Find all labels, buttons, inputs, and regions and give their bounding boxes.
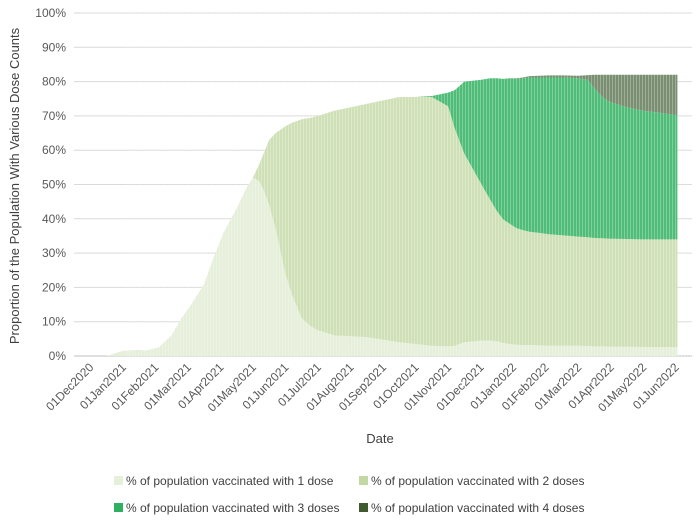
legend-swatch-3-doses [114, 503, 123, 512]
x-axis-title: Date [366, 431, 393, 446]
y-tick-label: 20% [42, 280, 66, 294]
y-axis-ticks: 0% 10% 20% 30% 40% 50% 60% 70% 80% 90% 100% [35, 6, 66, 363]
bar-texture-overlay [124, 10, 692, 360]
y-tick-label: 30% [42, 246, 66, 260]
y-tick-label: 80% [42, 75, 66, 89]
y-tick-label: 50% [42, 178, 66, 192]
y-axis-title: Proportion of the Population With Variou… [7, 27, 22, 344]
legend-label-3-doses: % of population vaccinated with 3 doses [126, 501, 339, 515]
legend-item-2-doses: % of population vaccinated with 2 doses [359, 474, 584, 488]
y-tick-label: 70% [42, 109, 66, 123]
legend-swatch-2-doses [359, 476, 368, 485]
legend-label-1-dose: % of population vaccinated with 1 dose [126, 474, 334, 488]
legend-swatch-1-dose [114, 476, 123, 485]
y-tick-label: 40% [42, 212, 66, 226]
y-tick-label: 0% [49, 349, 67, 363]
y-tick-label: 60% [42, 143, 66, 157]
legend-swatch-4-doses [359, 503, 368, 512]
y-tick-label: 100% [35, 6, 66, 20]
legend-item-1-dose: % of population vaccinated with 1 dose [114, 474, 334, 488]
legend-label-4-doses: % of population vaccinated with 4 doses [371, 501, 584, 515]
legend-label-2-doses: % of population vaccinated with 2 doses [371, 474, 584, 488]
legend-item-4-doses: % of population vaccinated with 4 doses [359, 501, 584, 515]
y-tick-label: 90% [42, 40, 66, 54]
x-axis-ticks: 01Dec202001Jan202101Feb202101Mar202101Ap… [43, 360, 682, 414]
legend: % of population vaccinated with 1 dose %… [114, 474, 584, 515]
y-tick-label: 10% [42, 315, 66, 329]
legend-item-3-doses: % of population vaccinated with 3 doses [114, 501, 339, 515]
